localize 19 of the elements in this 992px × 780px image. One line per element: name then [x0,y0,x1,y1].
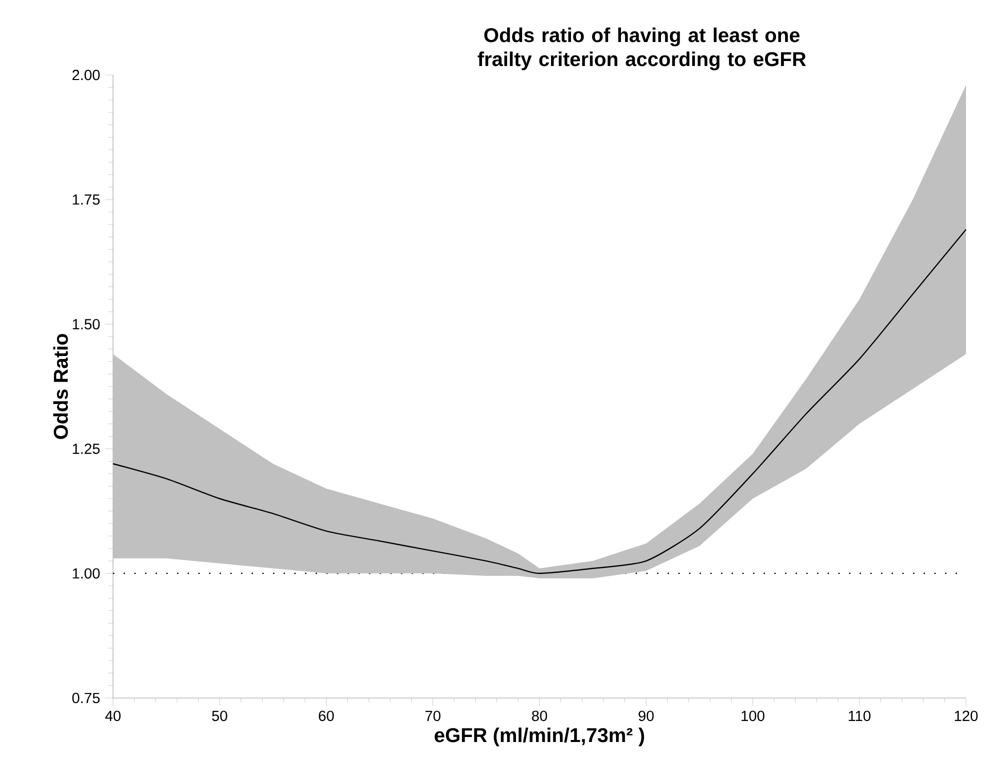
y-tick-label: 0.75 [72,692,100,704]
y-tick-label: 1.25 [72,444,100,454]
x-tick-label: 100 [742,710,764,722]
x-tick-label: 120 [954,710,978,722]
line-series [112,228,967,574]
y-axis-title: Odds Ratio [53,334,68,440]
y-tick-label: 1.75 [72,194,100,205]
y-tick-label: 2.00 [72,70,100,80]
x-tick-label: 90 [638,710,654,722]
y-tick-label: 1.50 [72,319,100,330]
x-tick-label: 40 [105,710,121,722]
x-tick-label: 60 [318,710,334,722]
chart-title: Odds ratio of having at least one frailty criterion according to eGFR [478,28,806,70]
x-axis-title: eGFR (ml/min/1,73m² ) [434,728,644,746]
y-tick-label: 1.00 [72,568,100,579]
x-tick-label: 70 [425,710,440,722]
x-tick-label: 50 [212,710,228,722]
x-tick-label: 110 [848,710,870,722]
x-tick-label: 80 [532,710,548,722]
